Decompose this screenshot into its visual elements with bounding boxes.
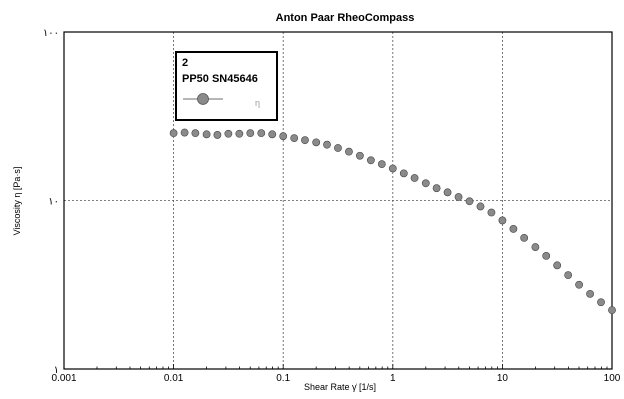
data-point (235, 129, 244, 138)
data-point (520, 233, 529, 242)
plot-frame (63, 31, 613, 370)
data-point (509, 225, 518, 233)
data-point (498, 216, 507, 225)
data-point (257, 129, 266, 138)
grid (64, 32, 612, 369)
data-point (410, 174, 419, 182)
y-tick-label: ١٠٠ (43, 28, 59, 39)
data-point (421, 179, 430, 188)
data-point (443, 188, 452, 197)
legend-line-2: PP50 SN45646 (182, 73, 258, 85)
x-tick-label: 10 (497, 373, 509, 384)
data-point (377, 160, 386, 169)
x-axis-title: Shear Rate γ̇ [1/s] (304, 382, 376, 392)
y-axis-title: Viscosity η [Pa·s] (12, 167, 22, 236)
data-point (366, 156, 375, 165)
data-point (169, 129, 178, 138)
x-tick-label: 0.01 (164, 373, 184, 384)
legend[interactable]: 2 PP50 SN45646 η (175, 51, 278, 121)
data-point (312, 138, 321, 147)
data-point (454, 193, 463, 201)
data-point (399, 169, 408, 178)
x-tick-label: 0.001 (51, 373, 76, 384)
data-point (553, 261, 562, 270)
data-point (279, 132, 288, 141)
legend-box (175, 51, 278, 121)
data-point (213, 131, 222, 139)
data-point (334, 144, 342, 152)
series-layer (169, 128, 616, 315)
y-tick-labels: ١٠٠ ١٠ ١ (43, 28, 59, 376)
data-point (465, 197, 474, 206)
y-tick-label: ١٠ (48, 197, 59, 208)
x-tick-label: 0.1 (276, 373, 290, 384)
data-point (301, 136, 309, 145)
y-tick-label: ١ (54, 365, 59, 376)
data-point (531, 243, 540, 251)
chart-title: Anton Paar RheoCompass (276, 12, 415, 24)
data-point (388, 164, 397, 173)
data-point (224, 129, 233, 138)
series-pp50-sn45646 (169, 128, 616, 315)
data-point (586, 289, 594, 298)
minor-ticks (63, 364, 608, 369)
x-tick-label: 100 (604, 373, 621, 384)
legend-line-1: 2 (182, 57, 188, 69)
x-tick-labels: 0.001 0.01 0.1 1 10 100 (51, 373, 620, 384)
legend-marker-symbol: η (255, 98, 260, 108)
data-point (542, 252, 551, 260)
data-point (356, 151, 364, 160)
data-point (597, 298, 605, 307)
data-point (564, 271, 573, 280)
data-point (432, 184, 441, 193)
data-point (191, 129, 200, 138)
data-point (608, 306, 616, 315)
data-point (290, 134, 299, 143)
x-tick-label: 1 (390, 373, 396, 384)
data-point (487, 208, 496, 217)
data-point (268, 130, 277, 139)
data-point (246, 129, 255, 138)
data-point (202, 130, 211, 139)
data-point (323, 140, 331, 149)
data-point (180, 128, 189, 137)
data-point (575, 280, 584, 289)
data-point (476, 202, 485, 211)
data-point (345, 147, 353, 156)
legend-marker-dot (197, 93, 209, 105)
